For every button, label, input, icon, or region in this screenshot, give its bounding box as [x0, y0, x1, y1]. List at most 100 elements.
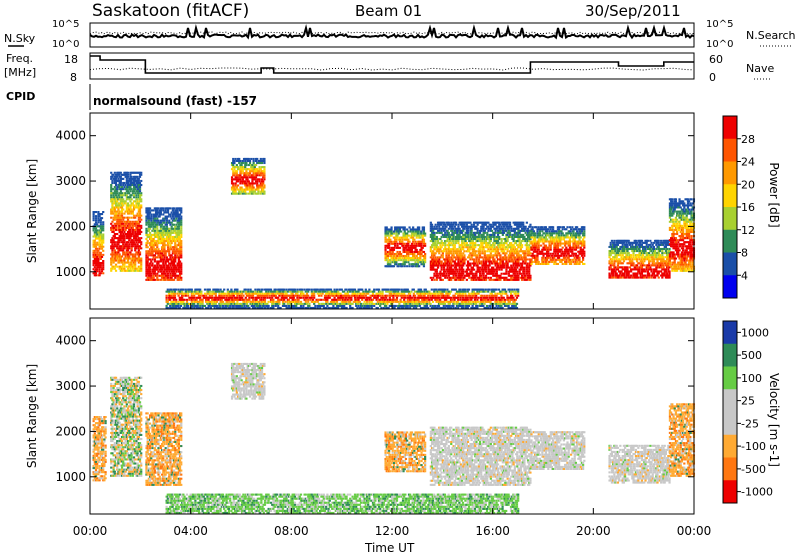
echo-cell: [93, 262, 96, 265]
echo-cell: [248, 162, 252, 165]
echo-cell: [151, 268, 154, 271]
echo-cell: [494, 260, 497, 263]
echo-cell: [518, 244, 521, 247]
echo-cell: [234, 188, 237, 191]
echo-cell: [168, 219, 171, 222]
echo-cell: [507, 272, 510, 275]
echo-cell: [159, 231, 162, 234]
echo-cell: [251, 182, 254, 185]
echo-cell: [116, 233, 119, 236]
echo-cell: [136, 243, 139, 246]
echo-cell: [93, 251, 96, 254]
echo-cell: [93, 274, 96, 277]
echo-cell: [240, 172, 243, 175]
echo-cell: [517, 258, 520, 261]
echo-cell: [435, 260, 438, 263]
echo-cell: [487, 229, 490, 232]
echo-cell: [112, 235, 115, 238]
echo-cell: [122, 233, 125, 236]
echo-cell: [94, 219, 98, 222]
echo-cell: [252, 166, 255, 169]
echo-cell: [118, 226, 121, 229]
echo-cell: [168, 235, 171, 238]
echo-cell: [508, 274, 512, 277]
echo-cell: [493, 223, 496, 226]
echo-cell: [573, 240, 576, 243]
echo-cell: [418, 236, 421, 239]
echo-cell: [154, 244, 158, 247]
echo-cell: [626, 252, 629, 255]
echo-cell: [579, 248, 582, 251]
echo-cell: [565, 236, 568, 239]
echo-cell: [559, 244, 562, 247]
echo-cell: [439, 270, 442, 273]
echo-cell: [610, 268, 614, 271]
echo-cell: [403, 257, 406, 260]
echo-cell: [548, 244, 551, 247]
echo-cell: [92, 245, 95, 248]
echo-cell: [403, 261, 406, 264]
echo-cell: [400, 263, 403, 266]
echo-cell: [622, 258, 626, 261]
echo-cell: [93, 257, 96, 260]
echo-cell: [554, 260, 557, 263]
echo-cell: [262, 192, 265, 195]
echo-cell: [250, 168, 253, 171]
echo-cell: [157, 240, 160, 243]
echo-cell: [534, 226, 537, 229]
echo-cell: [238, 176, 241, 179]
echo-cell: [130, 253, 133, 256]
echo-cell: [543, 248, 546, 251]
echo-cell: [160, 237, 164, 241]
echo-cell: [395, 234, 398, 237]
echo-cell: [164, 229, 167, 232]
echo-cell: [93, 253, 96, 256]
echo-cell: [501, 227, 504, 230]
echo-cell: [240, 176, 243, 179]
echo-cell: [153, 227, 156, 230]
echo-cell: [175, 246, 178, 249]
echo-cell: [166, 227, 170, 230]
echo-cell: [421, 255, 424, 258]
echo-cell: [446, 240, 449, 243]
echo-cell: [113, 202, 116, 205]
echo-cell: [541, 256, 544, 259]
echo-cell: [140, 269, 143, 272]
echo-cell: [241, 188, 244, 191]
echo-cell: [583, 230, 586, 233]
echo-cell: [118, 210, 121, 213]
echo-cell: [390, 265, 393, 268]
echo-cell: [128, 184, 131, 187]
echo-cell: [543, 246, 546, 249]
echo-cell: [621, 241, 624, 244]
echo-cell: [166, 272, 170, 275]
echo-cell: [94, 245, 98, 248]
echo-cell: [239, 168, 242, 171]
echo-cell: [464, 235, 467, 238]
echo-cell: [130, 202, 133, 205]
echo-cell: [117, 206, 120, 209]
echo-cell: [505, 225, 508, 228]
echo-cell: [633, 245, 636, 248]
echo-cell: [130, 212, 133, 215]
echo-cell: [119, 181, 122, 185]
echo-cell: [457, 237, 460, 241]
echo-cell: [98, 225, 101, 228]
echo-cell: [493, 270, 496, 273]
echo-cell: [469, 235, 472, 238]
echo-cell: [556, 232, 560, 235]
echo-cell: [137, 192, 140, 195]
echo-cell: [166, 242, 170, 245]
echo-cell: [613, 256, 616, 259]
echo-cell: [506, 248, 509, 251]
echo-cell: [554, 252, 557, 255]
echo-cell: [639, 243, 642, 246]
echo-cell: [470, 252, 473, 255]
echo-cell: [577, 258, 580, 261]
echo-cell: [134, 259, 137, 262]
echo-cell: [458, 221, 461, 224]
echo-cell: [565, 232, 568, 235]
echo-cell: [442, 223, 446, 226]
echo-cell: [169, 248, 172, 251]
echo-cell: [452, 223, 455, 226]
